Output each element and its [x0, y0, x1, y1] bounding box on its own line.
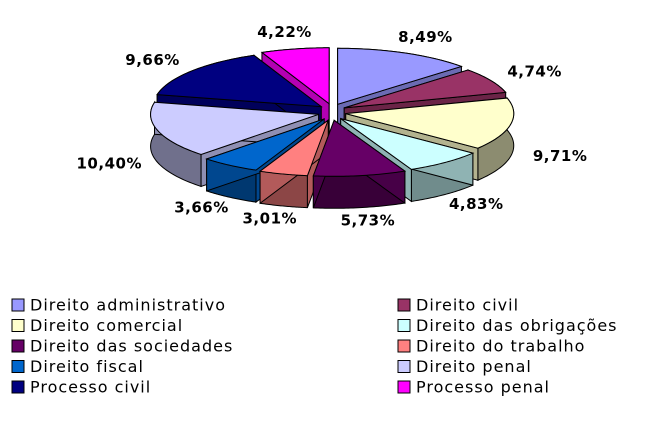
slice [344, 69, 507, 109]
legend-label: Direito fiscal [30, 357, 144, 376]
slice [345, 97, 515, 149]
legend-label: Direito das sociedades [30, 337, 233, 356]
slice [258, 118, 330, 177]
slice [205, 118, 325, 171]
data-label: 5,73% [341, 212, 396, 230]
legend-label: Direito civil [416, 296, 519, 315]
slice [156, 54, 323, 108]
slice [312, 119, 407, 177]
legend-label: Processo penal [416, 378, 550, 397]
legend-swatch [397, 319, 411, 332]
legend-swatch [11, 298, 25, 312]
legend-label: Direito penal [416, 357, 532, 376]
legend-swatch [11, 319, 25, 332]
slice [337, 47, 463, 105]
legend-label: Direito administrativo [30, 296, 226, 315]
legend-swatch [397, 298, 411, 312]
data-label: 4,74% [507, 63, 562, 81]
data-label: 9,71% [533, 147, 588, 165]
legend-swatch [397, 380, 411, 394]
legend-label: Direito do trabalho [416, 337, 585, 356]
legend-swatch [11, 380, 25, 394]
legend-swatch [11, 360, 25, 373]
data-label: 4,22% [257, 23, 312, 41]
legend-label: Direito comercial [30, 316, 183, 335]
data-label: 3,66% [174, 198, 229, 216]
slice [150, 101, 319, 155]
data-label: 9,66% [125, 51, 180, 69]
data-label: 10,40% [77, 154, 142, 172]
data-label: 4,83% [449, 195, 504, 213]
data-label: 8,49% [398, 28, 453, 46]
slice [340, 118, 475, 170]
legend-label: Direito das obrigações [416, 316, 618, 335]
data-label: 3,01% [243, 210, 298, 228]
legend-label: Processo civil [30, 378, 151, 397]
slice [260, 47, 330, 105]
legend-swatch [397, 360, 411, 373]
legend-swatch [11, 339, 25, 353]
legend-swatch [397, 339, 411, 353]
